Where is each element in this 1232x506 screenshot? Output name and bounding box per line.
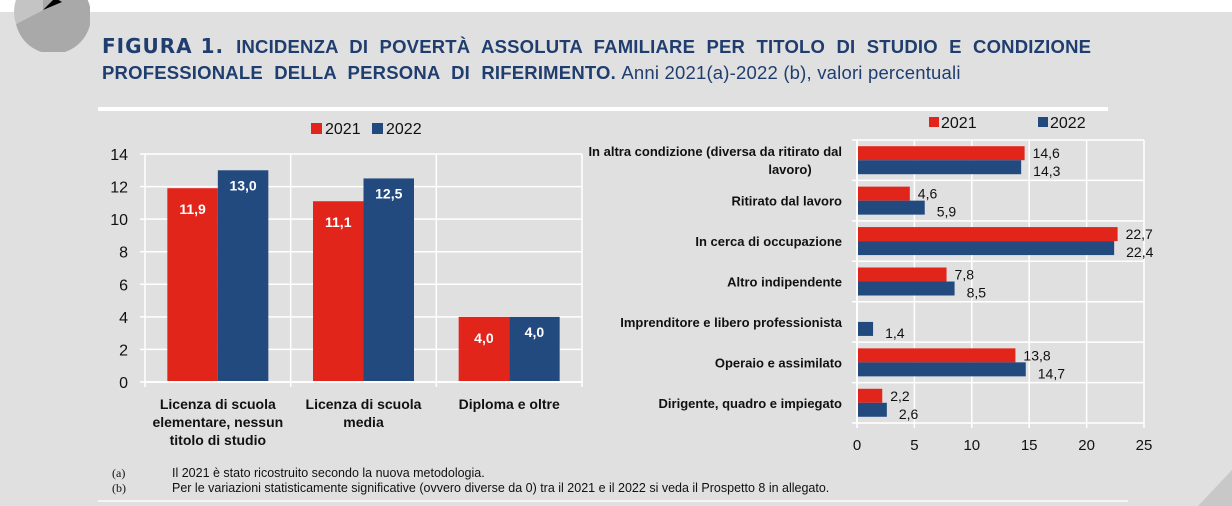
data-label: 2,2 [890,388,910,404]
data-label: 4,0 [474,330,494,346]
bar-2022 [857,321,874,336]
y-tick-label: 0 [119,375,128,392]
bottom-divider [98,500,1128,502]
legend: 2021 2022 [929,115,1086,132]
bar-2021 [458,316,510,382]
bar-2021 [857,227,1118,242]
legend-swatch-2022 [372,123,383,134]
bar-2021 [313,201,364,382]
x-tick-label: 10 [963,437,980,454]
data-label: 11,9 [179,201,206,217]
data-label: 11,1 [325,214,352,230]
legend-label: 2021 [941,115,977,132]
y-tick-label: 2 [119,342,128,359]
bar-2022 [217,170,269,382]
x-category-label: media [343,414,384,430]
data-label: 4,6 [918,186,938,202]
legend-swatch-2022 [1038,117,1048,127]
x-category-label: elementare, nessun [152,414,283,430]
page-top-strip [0,0,1232,12]
x-tick-label: 0 [853,437,861,454]
data-label: 22,4 [1126,244,1153,260]
bar-2022 [857,402,887,417]
figure-title-main: INCIDENZA DI POVERTÀ ASSOLUTA FAMILIARE … [102,36,1092,83]
bar-2022 [857,281,955,296]
legend-label: 2022 [1050,115,1086,132]
data-label: 5,9 [937,204,957,220]
x-tick-label: 25 [1136,437,1153,454]
x-category-label: Licenza di scuola [160,396,276,412]
footnote-mark: (b) [112,481,126,495]
footnote-b: (b) Per le variazioni statisticamente si… [112,481,829,496]
footnote-a: (a) Il 2021 è stato ricostruito secondo … [112,466,829,481]
footnotes: (a) Il 2021 è stato ricostruito secondo … [112,466,829,496]
footnote-mark: (a) [112,466,126,480]
bar-2022 [857,200,925,215]
y-tick-label: 6 [119,277,128,294]
bar-2022 [857,362,1026,377]
bar-2022 [509,316,560,382]
y-tick-label: 14 [110,147,128,164]
bar-2021 [857,267,947,282]
x-tick-label: 15 [1021,437,1038,454]
y-category-label: Ritirato dal lavoro [731,194,842,209]
legend-swatch-2021 [929,117,939,127]
x-tick-label: 20 [1078,437,1095,454]
bar-2021 [857,186,910,201]
data-label: 12,5 [375,185,402,201]
y-category-label: Altro indipendente [727,275,842,290]
x-category-label: Diploma e oltre [459,396,560,412]
data-label: 14,3 [1033,163,1060,179]
bar-2022 [363,178,414,382]
data-label: 14,7 [1038,365,1065,381]
x-category-label: titolo di studio [170,432,266,448]
y-category-label: lavoro) [768,162,811,177]
y-tick-label: 10 [110,212,128,229]
bar-2021 [857,388,883,403]
title-divider [98,107,1108,111]
y-category-label: Dirigente, quadro e impiegato [659,396,843,411]
legend: 2021 2022 [311,121,422,138]
corner-decoration-icon [1198,470,1232,506]
data-label: 2,6 [899,406,919,422]
bar-2022 [857,160,1022,175]
data-label: 4,0 [525,324,545,340]
bar-2021 [857,146,1025,161]
legend-swatch-2021 [311,123,322,134]
x-category-label: Licenza di scuola [306,396,422,412]
y-tick-label: 8 [119,245,128,262]
data-label: 7,8 [955,267,975,283]
data-label: 13,0 [229,177,256,193]
x-tick-label: 5 [910,437,918,454]
figure-title-sub: Anni 2021(a)-2022 (b), valori percentual… [621,62,961,83]
data-label: 22,7 [1126,226,1153,242]
decorative-pie-icon [14,0,90,52]
figure-label: FIGURA 1. [102,34,225,58]
data-label: 8,5 [967,285,987,301]
y-category-label: In cerca di occupazione [695,234,842,249]
legend-label: 2022 [386,121,422,138]
y-category-label: Operaio e assimilato [715,355,842,370]
y-category-label: In altra condizione (diversa da ritirato… [588,144,842,159]
data-label: 1,4 [885,325,905,341]
figure-title: FIGURA 1. INCIDENZA DI POVERTÀ ASSOLUTA F… [102,33,1162,86]
y-category-label: Imprenditore e libero professionista [620,315,843,330]
y-tick-label: 12 [110,180,128,197]
data-label: 13,8 [1023,347,1050,363]
bar-2021 [167,188,218,382]
bar-2021 [857,348,1016,363]
bar-2022 [857,241,1115,256]
legend-label: 2021 [325,121,361,138]
y-tick-label: 4 [119,310,128,327]
footnote-text: Il 2021 è stato ricostruito secondo la n… [172,466,485,480]
data-label: 14,6 [1033,145,1060,161]
left-chart-education: 0 2 4 6 8 10 12 14 11,9 13,0 Licenza di scuola elem… [110,121,583,448]
right-chart-employment: 0 5 10 15 20 25 14,6 14,3 In altra condizione (d… [588,115,1153,454]
footnote-text: Per le variazioni statisticamente signif… [172,481,830,495]
